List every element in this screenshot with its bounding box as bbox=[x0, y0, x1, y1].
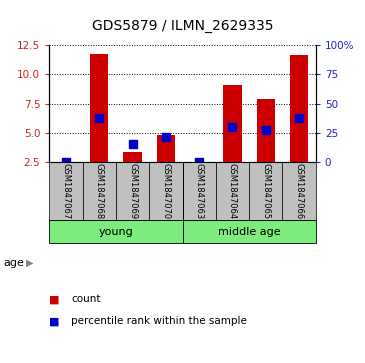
Text: ■: ■ bbox=[49, 294, 60, 305]
Text: GSM1847067: GSM1847067 bbox=[61, 163, 70, 219]
Text: middle age: middle age bbox=[218, 227, 280, 237]
Bar bbox=[49, 220, 182, 243]
Bar bbox=[123, 152, 142, 162]
Bar bbox=[290, 55, 308, 162]
Text: GSM1847065: GSM1847065 bbox=[261, 163, 270, 219]
Point bbox=[230, 124, 235, 130]
Point bbox=[63, 159, 69, 165]
Text: GDS5879 / ILMN_2629335: GDS5879 / ILMN_2629335 bbox=[92, 19, 273, 33]
Text: count: count bbox=[71, 294, 101, 305]
Text: GSM1847069: GSM1847069 bbox=[128, 163, 137, 219]
Point bbox=[263, 127, 269, 133]
Bar bbox=[182, 162, 216, 220]
Bar bbox=[223, 85, 242, 162]
Bar bbox=[82, 162, 116, 220]
Text: ▶: ▶ bbox=[26, 258, 34, 268]
Bar bbox=[216, 162, 249, 220]
Bar bbox=[116, 162, 149, 220]
Point bbox=[196, 159, 202, 165]
Bar bbox=[182, 220, 316, 243]
Text: ■: ■ bbox=[49, 316, 60, 326]
Bar bbox=[157, 135, 175, 162]
Bar bbox=[257, 99, 275, 162]
Bar bbox=[283, 162, 316, 220]
Point bbox=[130, 141, 135, 147]
Bar bbox=[90, 53, 108, 162]
Text: GSM1847064: GSM1847064 bbox=[228, 163, 237, 219]
Text: GSM1847068: GSM1847068 bbox=[95, 163, 104, 219]
Bar bbox=[49, 162, 82, 220]
Text: GSM1847070: GSM1847070 bbox=[161, 163, 170, 219]
Bar bbox=[249, 162, 283, 220]
Text: young: young bbox=[99, 227, 133, 237]
Text: GSM1847063: GSM1847063 bbox=[195, 163, 204, 219]
Text: GSM1847066: GSM1847066 bbox=[295, 163, 304, 219]
Point bbox=[163, 134, 169, 140]
Bar bbox=[149, 162, 182, 220]
Point bbox=[96, 115, 102, 121]
Text: percentile rank within the sample: percentile rank within the sample bbox=[71, 316, 247, 326]
Text: age: age bbox=[4, 258, 24, 268]
Point bbox=[296, 115, 302, 121]
